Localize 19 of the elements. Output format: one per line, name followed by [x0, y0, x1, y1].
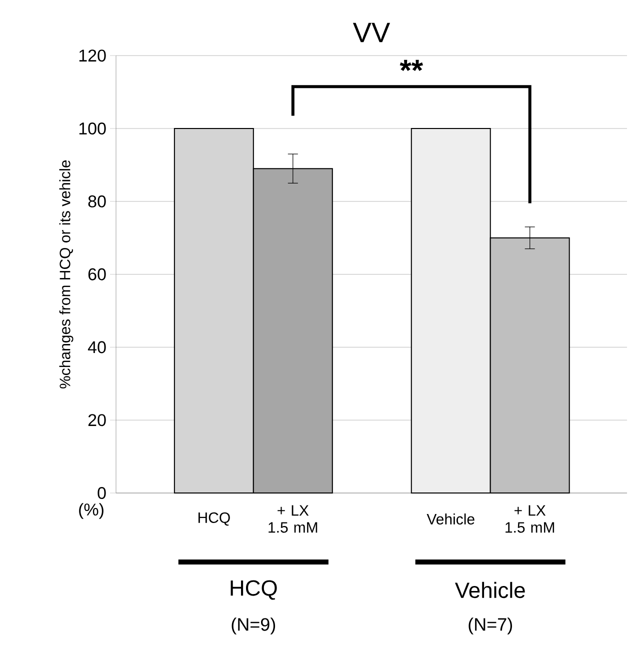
x-tick-label: Vehicle: [426, 513, 474, 525]
y-tick-label: 120: [79, 50, 106, 62]
y-tick-label: 0: [98, 486, 106, 500]
text: Vehicle: [454, 582, 525, 598]
x-tick-label: HCQ: [198, 512, 230, 526]
text: (%): [79, 503, 104, 519]
chart-title: VV: [352, 22, 390, 42]
x-tick-label: + LX 1.5 mM: [506, 505, 554, 533]
y-axis-title: %changes from HCQ or its vehicle: [59, 160, 74, 388]
y-tick-label: 20: [88, 414, 106, 426]
y-tick-label: 40: [88, 341, 106, 354]
y-tick-label: 80: [88, 195, 106, 208]
x-tick-label: + LX 1.5 mM: [268, 505, 318, 533]
y-tick-label: 60: [88, 268, 106, 280]
text: (N=7): [468, 618, 512, 634]
y-tick-label: 100: [79, 122, 106, 135]
text: (N=9): [232, 618, 276, 634]
annotation: **: [400, 60, 424, 72]
text: HCQ: [230, 580, 277, 600]
